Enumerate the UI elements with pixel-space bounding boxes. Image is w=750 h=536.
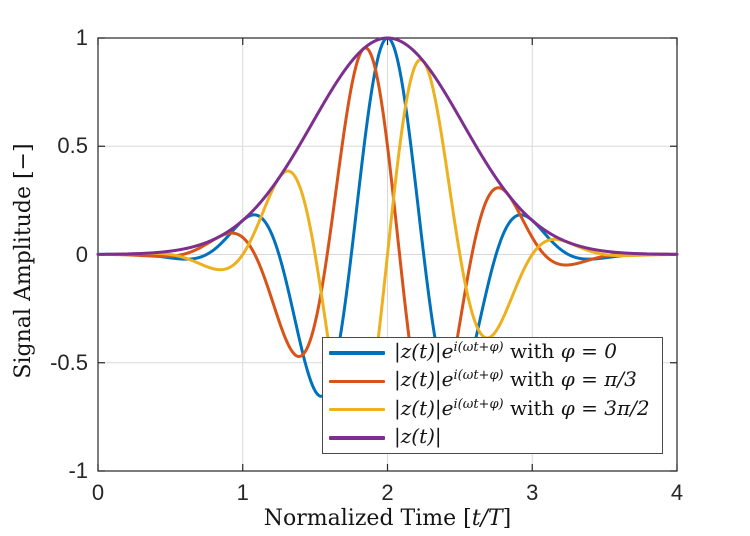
- x-axis-label-math: t/T: [471, 506, 503, 531]
- legend-math: |z(t)|e: [394, 367, 454, 392]
- legend-math: |z(t)|: [394, 424, 442, 449]
- legend-math: |z(t)|e: [394, 338, 454, 363]
- y-tick-label: 0.5: [57, 133, 88, 159]
- x-axis-label-post: ]: [502, 506, 512, 531]
- x-tick-label: 1: [236, 480, 249, 505]
- legend-label: |z(t)|: [394, 423, 442, 453]
- legend-exponent: i(ωt+φ): [453, 339, 504, 355]
- legend-item-phi-3pi-2: |z(t)|ei(ωt+φ) with φ = 3π/2: [323, 396, 662, 423]
- y-tick-label: -0.5: [50, 349, 88, 375]
- x-tick-label: 0: [91, 480, 105, 505]
- series-line-1: [96, 46, 679, 436]
- legend-item-phi-pi-3: |z(t)|ei(ωt+φ) with φ = π/3: [323, 366, 662, 396]
- legend-with-text: with: [503, 367, 561, 392]
- legend-phase-value: φ = π/3: [560, 367, 637, 392]
- x-tick-label: 2: [381, 480, 394, 505]
- legend-item-envelope: |z(t)|: [323, 423, 662, 453]
- x-tick-label: 3: [526, 480, 539, 505]
- series-line-3: [96, 36, 679, 256]
- x-tick-label: 4: [670, 480, 684, 505]
- legend-with-text: with: [503, 338, 561, 363]
- legend-label: |z(t)|ei(ωt+φ) with φ = π/3: [394, 366, 637, 396]
- legend: |z(t)|ei(ωt+φ) with φ = 0 |z(t)|ei(ωt+φ)…: [322, 337, 663, 454]
- legend-with-text: with: [503, 395, 561, 420]
- x-axis-label: Normalized Time [t/T]: [98, 506, 677, 531]
- legend-line-sample-orange: [329, 379, 385, 383]
- legend-exponent: i(ωt+φ): [453, 368, 504, 384]
- legend-line-sample-purple: [329, 436, 385, 440]
- legend-item-phi-0: |z(t)|ei(ωt+φ) with φ = 0: [323, 339, 662, 366]
- legend-line-sample-yellow: [329, 407, 385, 412]
- legend-phase-value: φ = 3π/2: [560, 395, 650, 420]
- y-tick-label: -1: [68, 458, 88, 483]
- y-tick-label: 1: [75, 25, 88, 50]
- legend-math: |z(t)|e: [394, 395, 454, 420]
- x-axis-label-pre: Normalized Time [: [263, 506, 472, 531]
- legend-phase-value: φ = 0: [560, 338, 617, 363]
- legend-exponent: i(ωt+φ): [453, 396, 504, 412]
- legend-label: |z(t)|ei(ωt+φ) with φ = 3π/2: [394, 395, 650, 425]
- y-tick-label: 0: [75, 241, 88, 267]
- legend-line-sample-blue: [329, 351, 385, 355]
- legend-label: |z(t)|ei(ωt+φ) with φ = 0: [394, 338, 617, 368]
